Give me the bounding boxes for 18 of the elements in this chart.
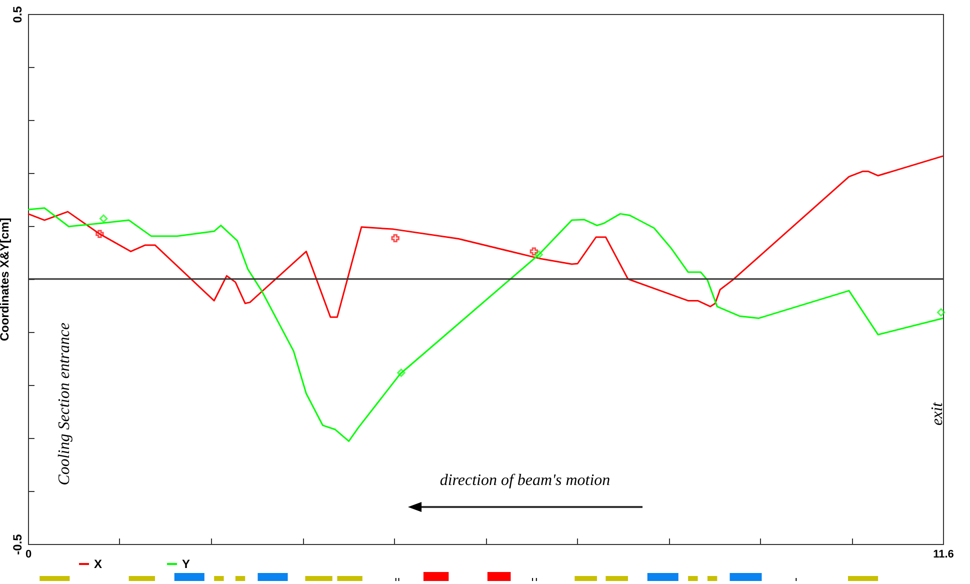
y-tick-label: -0.5: [10, 534, 24, 555]
y-tick-label: 0.5: [10, 6, 24, 23]
annotation: exit: [929, 402, 946, 426]
point: [391, 234, 400, 242]
point: [99, 214, 108, 223]
point: [96, 230, 104, 238]
x-tick-label: 0: [25, 548, 32, 560]
annotation: direction of beam's motion: [440, 472, 610, 489]
point: [530, 247, 538, 256]
point: [397, 368, 406, 377]
point: [534, 250, 543, 259]
legend-label: Y: [182, 557, 190, 571]
legend-label: X: [94, 557, 102, 571]
x-tick-label: 11.6: [933, 548, 954, 560]
point: [936, 308, 946, 316]
annotation: Cooling Section entrance: [56, 322, 73, 486]
line-series: [27, 155, 944, 318]
y-axis-title: Coordinates X&Y[cm]: [0, 218, 12, 342]
